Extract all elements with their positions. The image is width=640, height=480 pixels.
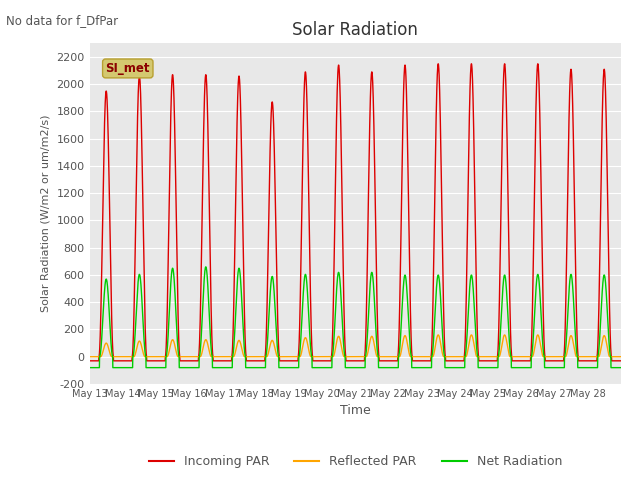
Title: Solar Radiation: Solar Radiation: [292, 21, 418, 39]
X-axis label: Time: Time: [340, 405, 371, 418]
Legend: Incoming PAR, Reflected PAR, Net Radiation: Incoming PAR, Reflected PAR, Net Radiati…: [143, 450, 567, 473]
Y-axis label: Solar Radiation (W/m2 or um/m2/s): Solar Radiation (W/m2 or um/m2/s): [41, 115, 51, 312]
Text: SI_met: SI_met: [106, 62, 150, 75]
Text: No data for f_DfPar: No data for f_DfPar: [6, 14, 118, 27]
